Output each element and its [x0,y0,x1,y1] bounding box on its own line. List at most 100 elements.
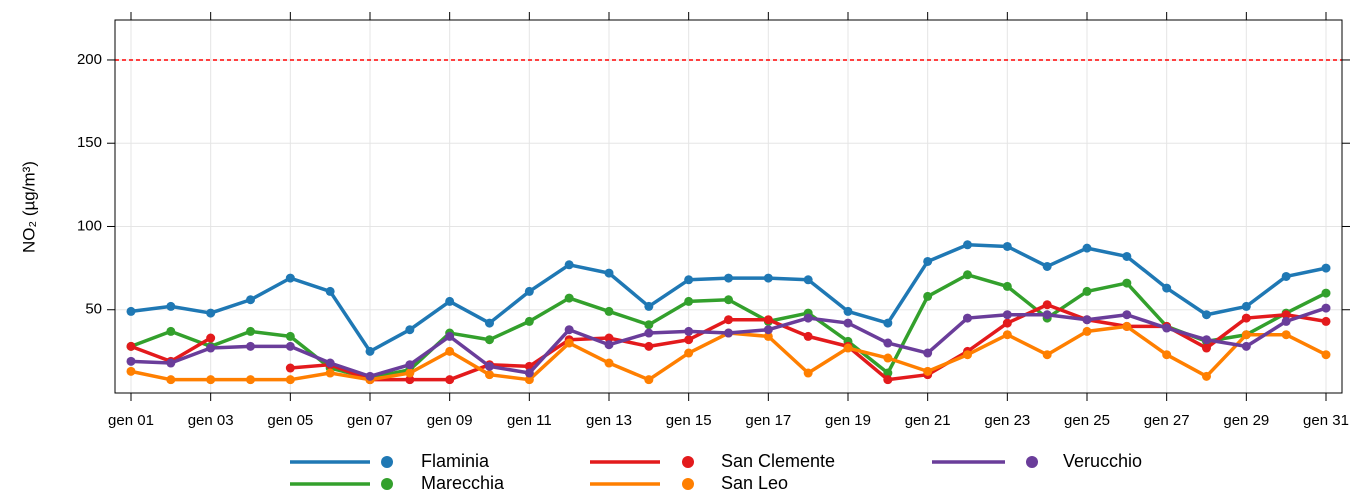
data-point [206,308,216,318]
data-point [1082,286,1092,296]
data-point [126,306,136,316]
data-point [644,301,654,311]
data-point [564,260,574,270]
y-tick-label: 50 [85,301,102,318]
data-point [604,268,614,278]
data-point [1281,271,1291,281]
data-point [246,295,255,305]
data-point [604,340,614,350]
x-tick-label: gen 07 [347,412,393,429]
data-point [843,318,853,328]
data-point [644,375,654,385]
data-point [365,371,375,381]
data-point [1002,330,1012,340]
legend-label: San Leo [721,473,788,493]
x-tick-label: gen 05 [267,412,313,429]
data-point [803,331,813,341]
data-point [445,331,455,341]
data-point [1122,251,1132,261]
data-point [445,375,455,385]
y-axis-label: NO₂ (µg/m³) [19,161,38,253]
x-tick-label: gen 15 [666,412,712,429]
data-point [963,350,972,360]
data-point [206,343,216,353]
x-tick-label: gen 03 [188,412,234,429]
data-point [1162,350,1172,360]
x-tick-label: gen 09 [427,412,473,429]
data-point [604,358,614,368]
data-point [604,333,614,343]
data-point [1281,310,1291,320]
data-point [883,338,893,348]
data-point [126,341,136,351]
data-point [604,306,614,316]
data-point [246,326,255,336]
legend-label: Verucchio [1063,451,1142,471]
data-point [883,318,893,328]
data-point [206,375,216,385]
data-point [445,346,455,356]
y-tick-label: 200 [77,51,102,68]
data-point [843,343,853,353]
data-point [485,318,494,328]
data-point [763,273,773,283]
data-point [763,315,773,325]
data-point [1281,316,1291,326]
data-point [644,341,654,351]
data-point [1122,321,1132,331]
data-point [1042,261,1052,271]
data-point [1241,301,1251,311]
legend-label: Flaminia [421,451,490,471]
data-point [285,363,295,373]
data-point [963,240,972,250]
data-point [126,356,136,366]
data-point [883,353,893,363]
data-point [1002,281,1012,291]
data-point [405,325,415,335]
data-point [883,368,893,378]
data-point [1002,241,1012,251]
data-point [1002,318,1012,328]
legend-label: San Clemente [721,451,835,471]
data-point [1002,310,1012,320]
data-point [524,286,534,296]
data-point [365,346,375,356]
data-point [1321,350,1331,360]
data-point [405,368,415,378]
data-point [923,348,933,358]
data-point [1202,343,1211,353]
data-point [963,270,972,280]
data-point [564,293,574,303]
data-point [724,295,733,305]
data-point [166,326,176,336]
data-point [644,328,654,338]
x-tick-label: gen 11 [507,412,552,429]
data-point [684,326,694,336]
data-point [524,316,534,326]
data-point [485,370,494,380]
data-point [166,358,176,368]
data-point [684,296,694,306]
data-point [644,320,654,330]
data-point [684,348,694,358]
data-point [724,315,733,325]
data-point [1122,310,1132,320]
legend-marker [381,456,393,468]
data-point [524,368,534,378]
data-point [1202,335,1211,345]
data-point [564,338,574,348]
data-point [1321,263,1331,273]
data-point [246,341,255,351]
data-point [1202,371,1211,381]
data-point [206,333,216,343]
data-point [1042,350,1052,360]
data-point [1162,323,1172,333]
data-point [246,375,255,385]
x-tick-label: gen 01 [108,412,154,429]
data-point [485,335,494,345]
data-point [285,273,295,283]
x-tick-label: gen 13 [586,412,632,429]
x-tick-label: gen 17 [745,412,791,429]
data-point [1042,310,1052,320]
data-point [923,291,933,301]
